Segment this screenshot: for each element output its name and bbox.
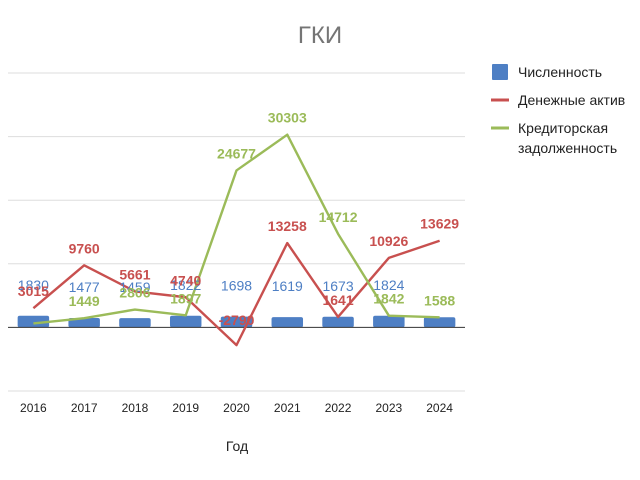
legend: Численность Денежные актив Кредиторская зад… xyxy=(491,64,625,156)
bar xyxy=(119,318,151,328)
data-label: 10926 xyxy=(369,233,408,249)
data-label: 1641 xyxy=(322,292,353,308)
x-tick-label: 2016 xyxy=(20,401,47,415)
x-tick-labels: 2016 2017 2018 2019 2020 2021 2022 2023 2024 xyxy=(20,401,453,415)
data-label: 30303 xyxy=(268,110,307,126)
legend-swatch xyxy=(492,64,508,80)
legend-item: Денежные актив xyxy=(491,92,625,108)
bar xyxy=(68,318,100,328)
data-label: 24677 xyxy=(217,145,256,161)
legend-label: Денежные актив xyxy=(518,92,625,108)
bar xyxy=(322,316,354,328)
data-label: 1897 xyxy=(170,290,201,306)
bar xyxy=(169,315,202,328)
data-label: 1698 xyxy=(221,278,252,294)
data-label: 1824 xyxy=(373,277,404,293)
x-tick-label: 2022 xyxy=(325,401,352,415)
data-label: 4740 xyxy=(170,272,201,288)
data-label: 14712 xyxy=(319,209,358,225)
data-label: 1588 xyxy=(424,292,455,308)
data-label: 1449 xyxy=(69,293,100,309)
x-tick-label: 2017 xyxy=(71,401,98,415)
data-label: 1822 xyxy=(170,277,201,293)
x-tick-label: 2019 xyxy=(172,401,199,415)
data-label: 9760 xyxy=(69,240,100,256)
data-label: 1619 xyxy=(272,278,303,294)
line-series xyxy=(32,133,440,347)
data-label: 13258 xyxy=(268,218,307,234)
x-axis-title: Год xyxy=(226,438,248,454)
data-label: 1477 xyxy=(69,279,100,295)
bar xyxy=(271,317,304,328)
data-label: 1459 xyxy=(119,279,150,295)
legend-label: Численность xyxy=(518,64,602,80)
data-label: 1830 xyxy=(18,277,49,293)
series-line xyxy=(33,133,440,325)
legend-label: Кредиторская xyxy=(518,120,608,136)
grid-lines xyxy=(8,72,465,392)
x-tick-label: 2020 xyxy=(223,401,250,415)
x-tick-label: 2023 xyxy=(375,401,402,415)
bar xyxy=(373,315,405,328)
x-tick-label: 2018 xyxy=(122,401,149,415)
data-label: 1842 xyxy=(373,291,404,307)
data-label: 2806 xyxy=(119,285,150,301)
bar xyxy=(17,315,50,328)
legend-label: задолженность xyxy=(518,140,617,156)
bar xyxy=(220,316,253,328)
legend-item: Численность xyxy=(492,64,602,80)
legend-item: Кредиторская задолженность xyxy=(491,120,617,156)
series-line xyxy=(32,239,440,347)
data-label: 3015 xyxy=(18,283,49,299)
bar xyxy=(423,317,456,328)
bar-series xyxy=(17,315,456,328)
data-label: 5661 xyxy=(119,266,150,282)
x-tick-label: 2021 xyxy=(274,401,301,415)
data-label: -2790 xyxy=(219,312,255,328)
data-labels: 1830 1477 1459 1822 1698 1619 1673 1824 3015 9760… xyxy=(18,110,459,328)
data-label: 1673 xyxy=(322,278,353,294)
data-label: 13629 xyxy=(420,216,459,232)
chart-title: ГКИ xyxy=(298,22,342,49)
x-tick-label: 2024 xyxy=(426,401,453,415)
